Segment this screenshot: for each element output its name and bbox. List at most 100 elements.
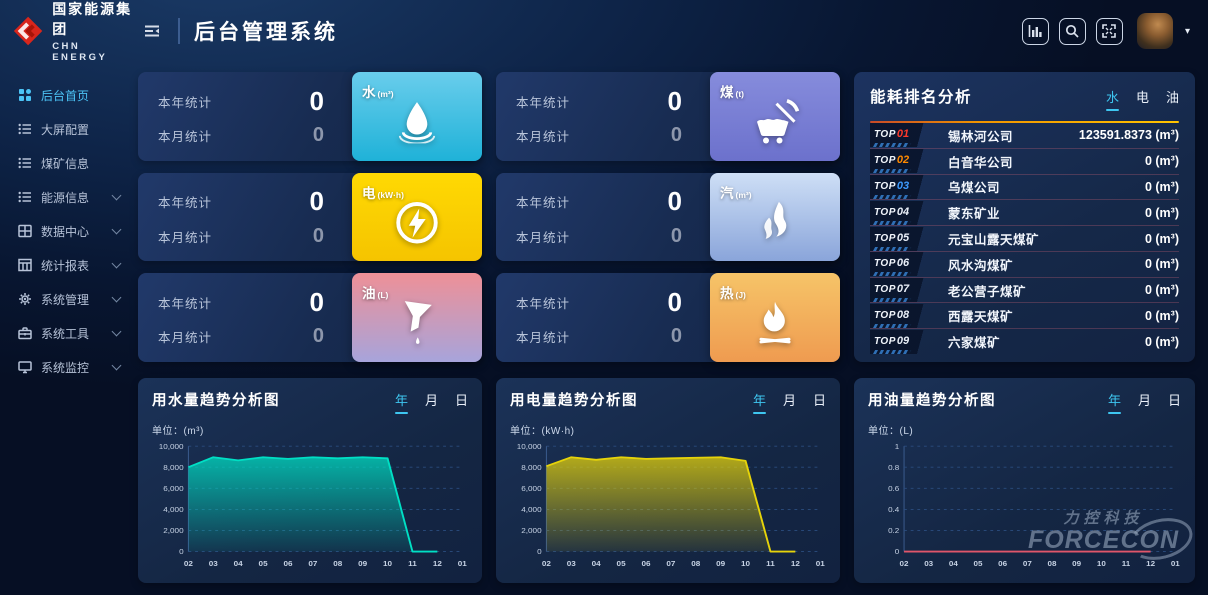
ranking-row: TOP09 六家煤矿 0 (m³)	[870, 329, 1179, 354]
chart-tab-日[interactable]: 日	[454, 393, 468, 408]
rank-value: 0 (m³)	[1144, 257, 1179, 272]
fullscreen-icon	[1102, 24, 1117, 38]
year-stat-value: 0	[309, 286, 324, 317]
rank-badge: TOP09	[870, 329, 932, 354]
rank-badge: TOP02	[870, 149, 932, 174]
svg-text:10,000: 10,000	[517, 442, 543, 451]
sidebar-item-3[interactable]: 煤矿信息	[0, 146, 130, 180]
list-icon	[18, 156, 32, 170]
chart-tab-月[interactable]: 月	[782, 393, 796, 408]
sidebar-nav: 后台首页 大屏配置煤矿信息能源信息数据中心 统计报表系统管理系统工具 系统监控	[0, 78, 130, 384]
ranking-row: TOP06 风水沟煤矿 0 (m³)	[870, 252, 1179, 278]
chart-canvas: 10,000 8,000 6,000 4,000 2,000 002 03 04 05 06 07 0…	[159, 442, 468, 568]
rank-value: 0 (m³)	[1144, 308, 1179, 323]
sidebar-item-4[interactable]: 能源信息	[0, 180, 130, 214]
chevron-down-icon	[111, 326, 122, 336]
rank-company-name: 锡林河公司	[948, 129, 1014, 144]
chevron-down-icon	[111, 190, 122, 200]
month-stat-value: 0	[312, 325, 324, 348]
chart-title: 用电量趋势分析图	[510, 393, 638, 409]
svg-text:0.6: 0.6	[888, 484, 900, 493]
chart-canvas: 10,000 8,000 6,000 4,000 2,000 002 03 04 05 06 07 0…	[517, 442, 826, 568]
chart-canvas: 1 0.8 0.6 0.4 0.2 002 03 04 05 06 07 08 09 10 11 12 01	[888, 442, 1180, 568]
svg-text:4,000: 4,000	[163, 505, 184, 514]
heat-tile: 热 (J)	[710, 273, 840, 362]
svg-text:6,000: 6,000	[163, 484, 184, 493]
chn-energy-logo	[13, 16, 43, 46]
stat-card-oil: 本年统计 0 本月统计 0 油 (L)	[138, 273, 482, 362]
chevron-down-icon	[111, 224, 122, 234]
ranking-tab-水[interactable]: 水	[1106, 87, 1119, 113]
rank-badge: TOP01	[870, 123, 932, 148]
svg-text:02: 02	[184, 559, 194, 568]
list-icon	[18, 190, 32, 204]
tile-label: 热 (J)	[720, 286, 746, 302]
fullscreen-icon-button[interactable]	[1095, 17, 1123, 45]
bar-chart-icon-button[interactable]	[1021, 17, 1049, 45]
sidebar-item-8[interactable]: 系统工具	[0, 316, 130, 350]
chevron-down-icon[interactable]: ▾	[1184, 25, 1190, 37]
svg-text:0.8: 0.8	[888, 463, 900, 472]
search-icon	[1066, 24, 1080, 38]
chart-panel-2: 用电量趋势分析图 年 月 日单位：(kW·h) 10,000 8,000 6,000 4,00…	[496, 378, 840, 583]
year-stat-value: 0	[667, 286, 682, 317]
rank-company-name: 老公营子煤矿	[948, 284, 1027, 299]
tile-label: 汽 (m³)	[720, 185, 752, 201]
rank-company-name: 白音华公司	[948, 155, 1014, 170]
sidebar-item-label: 能源信息	[41, 190, 90, 205]
brand: 国家能源集团 CHN ENERGY	[0, 0, 138, 63]
svg-text:11: 11	[408, 559, 417, 568]
tile-label: 电 (kW·h)	[362, 185, 404, 201]
svg-text:0.4: 0.4	[888, 505, 900, 514]
search-icon-button[interactable]	[1058, 17, 1086, 45]
rank-badge: TOP05	[870, 226, 932, 251]
ranking-tab-电[interactable]: 电	[1135, 90, 1149, 105]
flame-icon	[751, 298, 799, 353]
chart-tab-年[interactable]: 年	[395, 390, 408, 416]
rank-stripes	[872, 298, 912, 303]
ranking-rows: TOP01 锡林河公司 123591.8373 (m³) TOP02 白音华公司…	[870, 123, 1179, 354]
sidebar-item-5[interactable]: 数据中心	[0, 214, 130, 248]
water-drop-icon	[394, 99, 440, 148]
svg-text:02: 02	[900, 559, 910, 568]
avatar[interactable]	[1136, 13, 1173, 49]
svg-text:0: 0	[895, 547, 900, 556]
ranking-underline	[870, 121, 1179, 123]
chart-tab-年[interactable]: 年	[1108, 390, 1121, 416]
svg-text:0: 0	[179, 547, 184, 556]
svg-text:10,000: 10,000	[159, 442, 185, 451]
lightning-icon	[393, 198, 441, 251]
header-actions: ▾	[1021, 13, 1208, 49]
sidebar-item-label: 系统管理	[41, 292, 90, 307]
ranking-row: TOP02 白音华公司 0 (m³)	[870, 149, 1179, 175]
sidebar-collapse-icon[interactable]	[144, 24, 160, 38]
svg-text:05: 05	[974, 559, 984, 568]
svg-text:09: 09	[1072, 559, 1082, 568]
stat-card-heat: 本年统计 0 本月统计 0 热 (J)	[496, 273, 840, 362]
tile-label: 煤 (t)	[720, 85, 744, 100]
svg-text:03: 03	[924, 559, 934, 568]
sidebar-item-9[interactable]: 系统监控	[0, 350, 130, 384]
chart-tab-日[interactable]: 日	[812, 393, 826, 408]
svg-text:11: 11	[766, 559, 775, 568]
rank-value: 0 (m³)	[1144, 205, 1179, 220]
month-stat-label: 本月统计	[516, 331, 571, 346]
year-stat-label: 本年统计	[158, 95, 213, 110]
sidebar-item-label: 煤矿信息	[41, 156, 90, 171]
rank-stripes	[872, 220, 912, 225]
chevron-down-icon	[111, 258, 122, 268]
sidebar-item-7[interactable]: 系统管理	[0, 282, 130, 316]
chart-tab-月[interactable]: 月	[424, 393, 438, 408]
month-stat-label: 本月统计	[158, 230, 213, 245]
rank-stripes	[872, 143, 912, 148]
sidebar-item-6[interactable]: 统计报表	[0, 248, 130, 282]
ranking-tab-油[interactable]: 油	[1165, 90, 1179, 105]
chart-tab-年[interactable]: 年	[753, 390, 766, 416]
sidebar-item-2[interactable]: 大屏配置	[0, 112, 130, 146]
sidebar-item-1[interactable]: 后台首页	[0, 78, 130, 112]
chart-tab-月[interactable]: 月	[1137, 393, 1151, 408]
chart-title: 用水量趋势分析图	[152, 393, 280, 409]
coal-cart-icon	[749, 98, 801, 151]
chart-tab-日[interactable]: 日	[1167, 393, 1181, 408]
